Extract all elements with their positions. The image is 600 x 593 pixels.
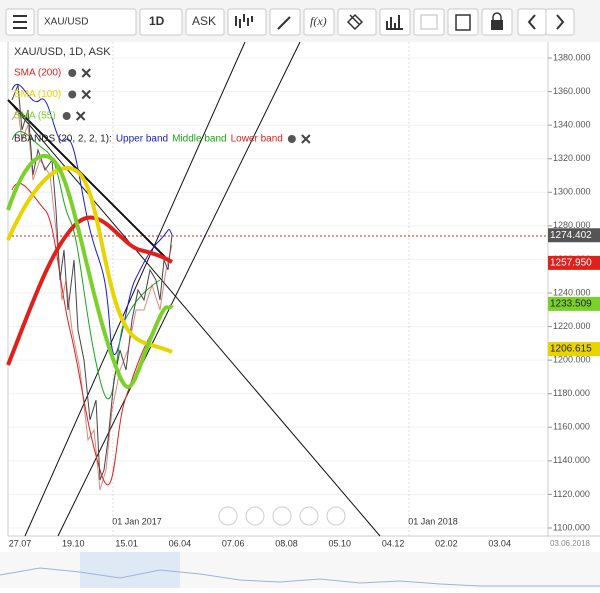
table-button[interactable]: [447, 8, 479, 36]
icon: [235, 14, 253, 28]
x-tick-label: 07.06: [222, 538, 245, 548]
price-tag: [548, 255, 600, 270]
indicator-button[interactable]: [303, 8, 335, 36]
x-tick-label: 04.12: [382, 538, 405, 548]
volume-button[interactable]: [379, 8, 411, 36]
price-tag-label: 1257.950: [550, 258, 592, 269]
year-label: 01 Jan 2017: [112, 516, 162, 526]
formula: f(x): [310, 14, 327, 28]
price-tag: [548, 342, 600, 357]
zoom-in[interactable]: [299, 506, 319, 526]
settings-icon[interactable]: [287, 135, 296, 143]
y-tick-label: 1200.000: [553, 355, 591, 365]
symbol: XAU/USD: [44, 17, 88, 28]
interval: 1D: [149, 14, 165, 28]
grid: [8, 57, 548, 529]
icon: [527, 14, 536, 30]
forward-button[interactable]: [545, 8, 575, 36]
bbands-label: BBANDS (20, 2, 2, 1):: [14, 134, 112, 145]
y-tick-label: 1220.000: [553, 321, 591, 331]
y-tick-label: 1340.000: [553, 120, 591, 130]
year-label: 01 Jan 2018: [408, 516, 458, 526]
band-label: Upper band: [116, 134, 168, 145]
remove-icon[interactable]: [75, 111, 86, 121]
y-tick-label: 1320.000: [553, 153, 591, 163]
trend-line: [7, 99, 171, 263]
legend: SMA (200) SMA (100) SMA (55) BBANDS (20, 2,…: [14, 68, 311, 145]
icon: [455, 14, 471, 31]
icon: [277, 16, 291, 30]
price-tag-label: 1274.402: [550, 230, 592, 241]
chart-header: XAU/USD, 1D, ASK: [14, 46, 111, 58]
calendar-button[interactable]: [413, 8, 445, 36]
band-label: Lower band: [231, 134, 283, 145]
price-tag: [548, 296, 600, 311]
settings-icon[interactable]: [68, 69, 77, 77]
reset[interactable]: [272, 506, 292, 526]
remove-icon[interactable]: [81, 68, 91, 78]
x-tick-label: 02.02: [435, 538, 458, 548]
x-tick-label: 06.04: [169, 538, 192, 548]
band-label: Middle band: [172, 134, 226, 145]
x-tick-label: 05.10: [329, 538, 352, 548]
lower-band: [11, 182, 161, 486]
y-tick-label: 1160.000: [553, 422, 590, 432]
y-axis: 1380.000 1360.000 1340.000 1320.000 1300.000…: [548, 52, 600, 532]
x-axis: 27.07 19.10 15.01 06.04 07.06 08.08 05.10 04.12…: [9, 516, 591, 548]
sma-55: [6, 154, 174, 389]
x-tick-label: 27.07: [9, 538, 32, 548]
icon: [556, 14, 565, 30]
price-line: [11, 84, 173, 481]
x-tick-label: 03.04: [488, 538, 511, 548]
end-date: 03.06.2018: [550, 539, 591, 548]
icon: [492, 12, 502, 20]
nav-buttons: [218, 506, 346, 526]
remove-icon[interactable]: [81, 89, 91, 100]
symbol-input[interactable]: [37, 8, 137, 36]
icon: [386, 15, 403, 30]
nav-right[interactable]: [326, 506, 346, 526]
y-tick-label: 1100.000: [553, 522, 590, 532]
y-tick-label: 1240.000: [553, 287, 591, 297]
price-line: [11, 108, 173, 491]
nav-left[interactable]: [218, 506, 238, 526]
price-tag: [548, 228, 600, 243]
remove-icon[interactable]: [301, 134, 311, 144]
icon: [420, 14, 438, 30]
indicator-label: SMA (100): [14, 89, 61, 100]
price-type: ASK: [192, 14, 216, 28]
price-tag-label: 1206.615: [550, 344, 592, 355]
y-tick-label: 1300.000: [553, 187, 591, 197]
settings-icon[interactable]: [68, 90, 77, 99]
zoom-out[interactable]: [245, 506, 265, 526]
y-tick-label: 1380.000: [553, 52, 591, 62]
icon: [491, 20, 503, 30]
navigator-line: [0, 567, 600, 587]
y-tick-label: 1140.000: [553, 455, 590, 465]
menu-icon: [13, 15, 27, 29]
icon: [346, 13, 364, 31]
y-tick-label: 1180.000: [553, 388, 590, 398]
sma-100: [6, 166, 173, 354]
back-button[interactable]: [517, 8, 547, 36]
indicator-label: SMA (55): [14, 111, 56, 122]
price-tag-label: 1233.509: [550, 299, 592, 310]
x-tick-label: 15.01: [115, 538, 138, 548]
middle-band: [11, 131, 161, 400]
indicator-label: SMA (200): [14, 68, 61, 79]
price-type-button[interactable]: [185, 8, 225, 36]
interval-button[interactable]: [139, 8, 183, 36]
y-tick-label: 1280.000: [553, 220, 591, 230]
settings-icon[interactable]: [62, 112, 71, 120]
y-tick-label: 1360.000: [553, 86, 591, 96]
x-tick-label: 19.10: [62, 538, 85, 548]
y-tick-label: 1120.000: [553, 489, 590, 499]
x-tick-label: 08.08: [275, 538, 298, 548]
